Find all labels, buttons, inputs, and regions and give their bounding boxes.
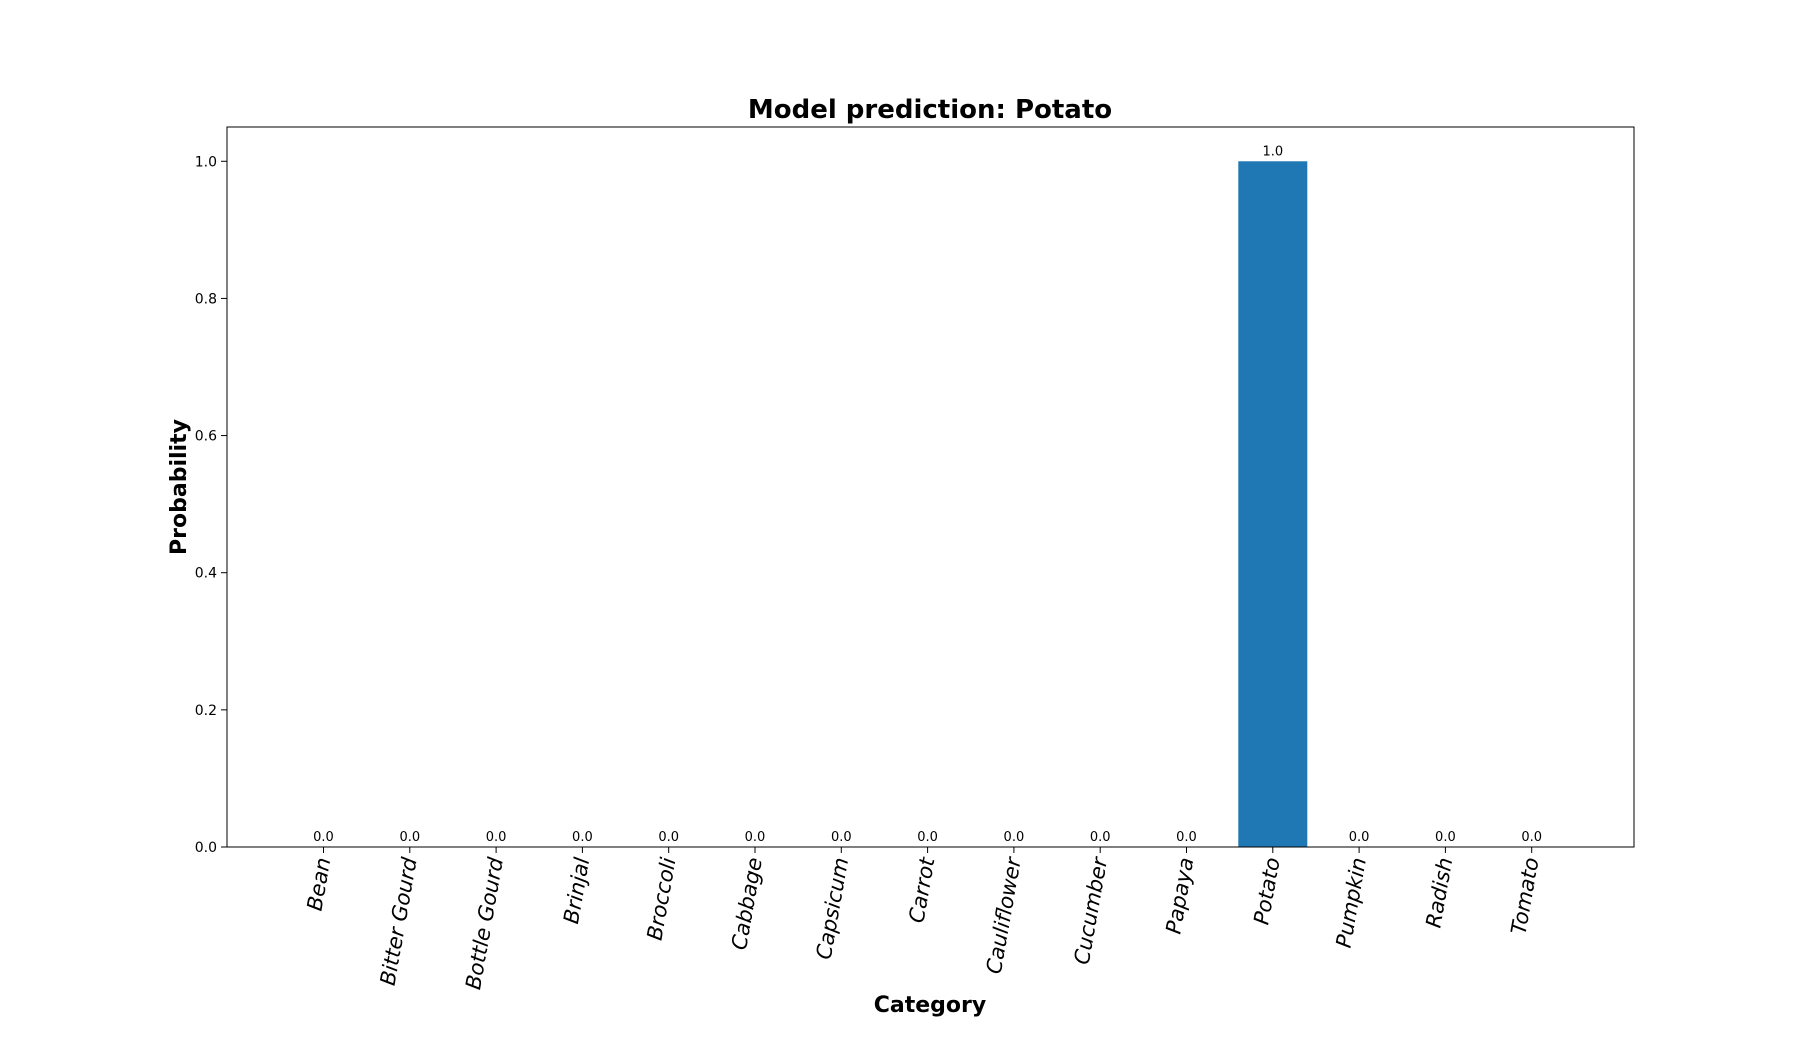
y-tick-label: 0.4 — [195, 566, 217, 582]
bar-value-label: 0.0 — [1090, 830, 1111, 845]
y-axis-label: Probability — [167, 419, 192, 555]
y-tick-label: 0.2 — [195, 703, 217, 719]
x-axis-label: Category — [874, 993, 986, 1018]
x-tick-label: Carrot — [904, 855, 939, 925]
x-tick-label: Tomato — [1507, 856, 1544, 936]
bar-value-label: 0.0 — [572, 830, 593, 845]
x-tick-label: Cauliflower — [982, 854, 1026, 975]
x-tick-label: Cucumber — [1070, 854, 1113, 966]
x-tick-label: Cabbage — [727, 856, 767, 952]
bar-value-label: 0.0 — [486, 830, 507, 845]
x-tick-label: Broccoli — [642, 856, 680, 943]
bar — [1238, 161, 1308, 848]
bar-value-label: 0.0 — [917, 830, 938, 845]
bar-value-label: 0.0 — [313, 830, 334, 845]
y-tick-label: 0.8 — [195, 291, 217, 307]
plot-frame — [226, 126, 1635, 848]
y-tick-label: 1.0 — [195, 154, 217, 170]
x-tick-label: Pumpkin — [1332, 856, 1371, 950]
bar-value-label: 0.0 — [399, 830, 420, 845]
bar-value-label: 0.0 — [1176, 830, 1197, 845]
x-tick-label: Potato — [1249, 856, 1284, 927]
bar-value-label: 0.0 — [745, 830, 766, 845]
y-tick-label: 0.6 — [195, 429, 217, 445]
bar-value-label: 1.0 — [1262, 144, 1283, 159]
x-tick-label: Papaya — [1161, 856, 1198, 936]
bar-value-label: 0.0 — [1349, 830, 1370, 845]
bar-value-label: 0.0 — [1435, 830, 1456, 845]
x-tick-label: Bottle Gourd — [461, 855, 508, 991]
x-tick-label: Bean — [302, 856, 335, 913]
chart-title: Model prediction: Potato — [748, 95, 1112, 125]
x-tick-label: Bitter Gourd — [376, 855, 422, 987]
bar-value-label: 0.0 — [831, 830, 852, 845]
plot-area: 0.0 0.2 0.4 0.6 0.8 1.0 0.0 Bean 0.0 Bitter Gourd… — [195, 144, 1544, 991]
x-tick-label: Capsicum — [812, 856, 854, 962]
bar-value-label: 0.0 — [1004, 830, 1025, 845]
x-tick-label: Radish — [1421, 856, 1457, 930]
bar-value-label: 0.0 — [658, 830, 679, 845]
bar-value-label: 0.0 — [1521, 830, 1542, 845]
y-tick-label: 0.0 — [195, 840, 217, 856]
x-tick-label: Brinjal — [559, 856, 594, 926]
